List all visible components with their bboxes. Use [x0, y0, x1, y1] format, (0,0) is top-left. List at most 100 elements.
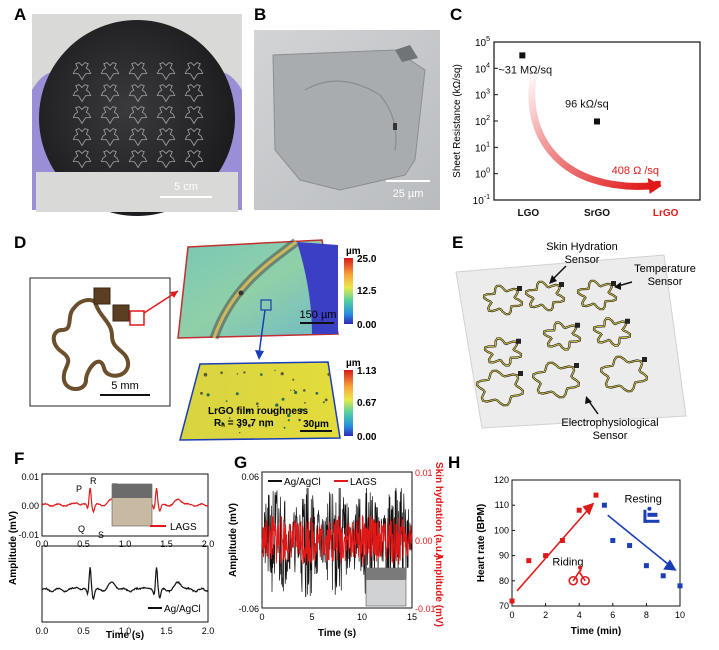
y-tick-label: 0.01 — [21, 472, 39, 482]
cb-bottom-tick-0: 1.13 — [357, 366, 377, 377]
sensor-trace — [577, 280, 617, 310]
x-tick-label: 0.5 — [77, 626, 90, 636]
afm-surface-bottom: LrGO film roughness Rₐ = 39.7 nm 30µm — [179, 361, 341, 441]
afm-speck — [243, 371, 246, 374]
x-tick-label: 15 — [407, 612, 417, 622]
wafer-sensor — [100, 106, 120, 125]
y-tick-label: 0.06 — [241, 472, 259, 482]
label-hydration-1: Skin Hydration — [546, 241, 618, 253]
sensor-pad — [517, 286, 522, 291]
y2-tick-label: 0.00 — [415, 536, 433, 546]
sensor-pad — [611, 281, 616, 286]
sensor-trace — [593, 318, 631, 346]
plot-frame — [511, 479, 681, 607]
x-tick-label: LGO — [517, 208, 539, 219]
x-tick-label: 4 — [577, 610, 582, 620]
sensor-pad — [516, 338, 521, 344]
scale-label-a: 5 cm — [174, 181, 198, 193]
x-tick-label-top: 0.0 — [36, 539, 49, 549]
wafer-sensor — [72, 128, 92, 147]
cb-bottom-tick-2: 0.00 — [357, 432, 377, 443]
y-tick-label: 0.00 — [21, 501, 39, 511]
wafer-sensor — [128, 128, 148, 147]
chart-ecg: 0.010.00-0.010.00.00.50.51.01.01.51.52.0… — [8, 472, 214, 641]
wafer-sensor — [156, 84, 176, 103]
afm-speck — [247, 424, 252, 428]
data-point — [594, 118, 600, 125]
peak-label: S — [98, 530, 104, 540]
afm-speck — [220, 371, 223, 375]
agagcl-trace — [41, 567, 209, 601]
sensor-trace — [600, 356, 648, 392]
sensor-pad — [574, 363, 579, 368]
afm-speck — [238, 425, 241, 428]
panel-a-photo: 5 cm — [32, 14, 242, 216]
afm-speck — [221, 421, 224, 425]
x-tick-label: 6 — [610, 610, 615, 620]
afm-speck — [299, 408, 304, 412]
wafer-sensor — [72, 84, 92, 103]
y2-right-label: Amplitude (mV) — [433, 553, 444, 627]
afm-speck — [290, 389, 292, 391]
y2-axis-label: Skin hydration (a.u.) — [433, 462, 444, 558]
y2-tick-label: -0.01 — [415, 604, 436, 614]
afm-speck — [203, 372, 208, 377]
y-tick-label: 120 — [494, 475, 509, 485]
y-tick-label: 103 — [475, 89, 490, 102]
afm-speck — [303, 389, 306, 392]
y2-tick-label: 0.01 — [415, 468, 433, 478]
y-tick-label: -0.01 — [18, 530, 39, 540]
scale-label-b: 25 µm — [393, 188, 424, 200]
inset-photo-top — [112, 484, 152, 498]
legend-box — [264, 474, 384, 488]
y-tick-label: 104 — [475, 62, 490, 75]
x-tick-label-top: 1.5 — [160, 539, 173, 549]
afm-speck — [283, 426, 286, 429]
afm-speck — [206, 393, 210, 397]
chart-sheet-resistance: 105 104 103 102 101 100 10-1 Sheet Resistance (… — [452, 36, 701, 219]
peak-label: P — [76, 484, 82, 494]
data-point — [519, 52, 526, 59]
x-tick-label: LrGO — [653, 208, 679, 219]
x-tick-label-top: 1.0 — [119, 539, 132, 549]
wafer-sensor — [128, 62, 148, 81]
afm-speck — [280, 372, 284, 376]
wafer-sensor — [100, 128, 120, 147]
label-hydration-2: Sensor — [565, 254, 600, 266]
afm-speck — [322, 401, 325, 404]
roughness-value: Rₐ = 39.7 nm — [214, 418, 274, 429]
series-label: Riding — [552, 557, 583, 569]
colorbar-top: µm 25.0 12.5 0.00 — [344, 246, 377, 331]
cb-top-tick-0: 25.0 — [357, 254, 377, 265]
wafer-sensor — [156, 106, 176, 125]
scale-bar — [160, 196, 212, 198]
cb-bottom-tick-1: 0.67 — [357, 398, 377, 409]
afm-speck — [315, 391, 319, 395]
legend-label: Ag/AgCl — [164, 604, 201, 615]
afm-surface-top: 150 µm — [177, 238, 339, 360]
y-tick-label: 101 — [475, 141, 490, 154]
sensor-pad — [642, 357, 647, 362]
wafer-sensor — [184, 84, 204, 103]
resting-person-icon — [643, 506, 660, 523]
afm-speck — [308, 422, 311, 425]
bicycle-icon — [568, 565, 591, 586]
trend-arrow — [528, 65, 656, 190]
wafer-sensor — [184, 62, 204, 81]
wafer-sensor-array — [72, 62, 204, 169]
plot-frame-bottom — [41, 545, 209, 623]
y-tick-label: 105 — [475, 36, 490, 49]
cb-top-unit: µm — [346, 246, 361, 257]
x-tick-label: 1.5 — [160, 626, 173, 636]
afm-speck — [255, 402, 259, 406]
panel-letter-f: F — [14, 449, 24, 468]
sensor-pad — [559, 282, 564, 287]
label-electro-2: Sensor — [593, 430, 628, 442]
afm-speck — [246, 409, 249, 413]
scale-label-d-bottom: 30µm — [303, 419, 329, 430]
afm-speck — [239, 432, 241, 434]
trend-arrow-riding — [582, 502, 595, 516]
panel-letter-c: C — [450, 5, 462, 24]
y-tick-label: 80 — [499, 576, 509, 586]
